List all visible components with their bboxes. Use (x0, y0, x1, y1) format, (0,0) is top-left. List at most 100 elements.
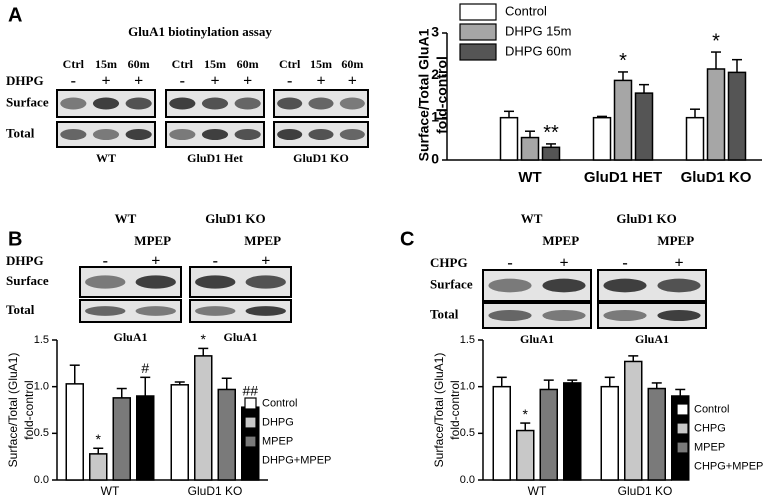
y-tick-label: 3 (431, 24, 439, 40)
group-subheader: MPEP (542, 233, 579, 248)
blot-band (135, 275, 176, 289)
sign: + (210, 73, 219, 90)
legend-label: CHPG (694, 422, 726, 434)
sign: + (559, 255, 568, 272)
blot-band (245, 306, 286, 316)
significance-mark: * (96, 431, 102, 447)
column-label: 15m (95, 57, 117, 71)
bar (600, 385, 619, 481)
bar (499, 116, 519, 161)
blot-band (125, 97, 152, 110)
bar (727, 71, 747, 161)
group-header: WT (521, 211, 543, 226)
legend-swatch (244, 397, 257, 410)
x-tick-label: WT (528, 484, 547, 498)
bar (647, 387, 666, 481)
row-label: Total (430, 306, 459, 321)
bar (516, 429, 535, 481)
legend-swatch (459, 3, 497, 21)
legend-swatch (676, 403, 689, 416)
bar (65, 383, 84, 481)
sign: - (622, 255, 627, 272)
y-axis-label: fold-control (434, 56, 450, 134)
legend-swatch (244, 416, 257, 429)
blot-band (169, 97, 196, 110)
bar (613, 79, 633, 161)
legend-label: Control (262, 397, 297, 409)
bar (492, 385, 511, 481)
legend-label: MPEP (262, 435, 293, 447)
y-axis-label: Surface/Total (GluA1) (432, 353, 446, 468)
blot-box (189, 299, 292, 323)
blot-band (245, 275, 286, 289)
significance-mark: ** (543, 122, 559, 144)
bar (706, 68, 726, 161)
sign: + (348, 73, 357, 90)
blot-band (201, 129, 229, 140)
y-tick-label: 1.5 (34, 334, 49, 346)
group-subheader: MPEP (244, 233, 281, 248)
bar (112, 397, 131, 481)
y-tick-label: 1.0 (34, 381, 49, 393)
row-label: Total (6, 302, 35, 317)
sign: - (287, 73, 292, 90)
bar (539, 388, 558, 481)
blot-title: GluA1 biotinylation assay (128, 24, 272, 39)
legend-label: MPEP (694, 441, 725, 453)
blot-band (85, 306, 126, 316)
bar (541, 146, 561, 161)
blot-band (60, 129, 87, 140)
legend-label: DHPG 15m (505, 23, 571, 38)
blot-band (195, 306, 236, 316)
panel-letter: B (8, 228, 22, 250)
group-subheader: MPEP (134, 233, 171, 248)
blot-band (169, 129, 196, 140)
blot-band (308, 97, 334, 110)
row-label: Total (6, 125, 35, 140)
sign: - (180, 73, 185, 90)
y-tick-label: 0.5 (460, 427, 475, 439)
blot-band (234, 97, 261, 110)
sign: + (261, 253, 270, 270)
group-header: GluD1 KO (616, 211, 676, 226)
column-label: 15m (310, 57, 332, 71)
treatment-label: DHPG (6, 73, 44, 88)
legend-swatch (676, 441, 689, 454)
significance-mark: # (141, 360, 149, 376)
legend-swatch (244, 435, 257, 448)
sign: + (101, 73, 110, 90)
group-label: GluD1 Het (187, 151, 243, 165)
x-tick-label: GluD1 HET (584, 169, 662, 186)
legend-label: Control (694, 403, 729, 415)
legend-swatch (244, 454, 257, 467)
y-tick-label: 1 (431, 108, 439, 124)
blot-band (339, 97, 365, 110)
blot-band (603, 278, 647, 293)
legend-swatch (676, 460, 689, 473)
blot-band (234, 129, 261, 140)
blot-band (125, 129, 152, 140)
column-label: Ctrl (279, 57, 301, 71)
bar (563, 382, 582, 481)
sign: - (103, 253, 108, 270)
group-subheader: MPEP (657, 233, 694, 248)
blot-band (85, 275, 126, 289)
sign: + (151, 253, 160, 270)
significance-mark: * (712, 30, 720, 52)
treatment-label: CHPG (430, 255, 468, 270)
y-axis-label: fold-control (448, 380, 462, 439)
panel-letter: A (8, 4, 22, 26)
y-axis-label: fold-control (22, 380, 36, 439)
y-axis-label: Surface/Total GluA1 (416, 28, 432, 161)
column-label: Ctrl (172, 57, 194, 71)
blot-band (542, 278, 586, 293)
x-tick-label: GluD1 KO (681, 169, 752, 186)
y-tick-label: 0.0 (34, 474, 49, 486)
row-label: Surface (430, 276, 473, 291)
legend-label: DHPG 60m (505, 43, 571, 58)
sign: + (674, 255, 683, 272)
blot-band (657, 310, 701, 321)
blot-band (339, 129, 365, 140)
bar (671, 395, 690, 481)
